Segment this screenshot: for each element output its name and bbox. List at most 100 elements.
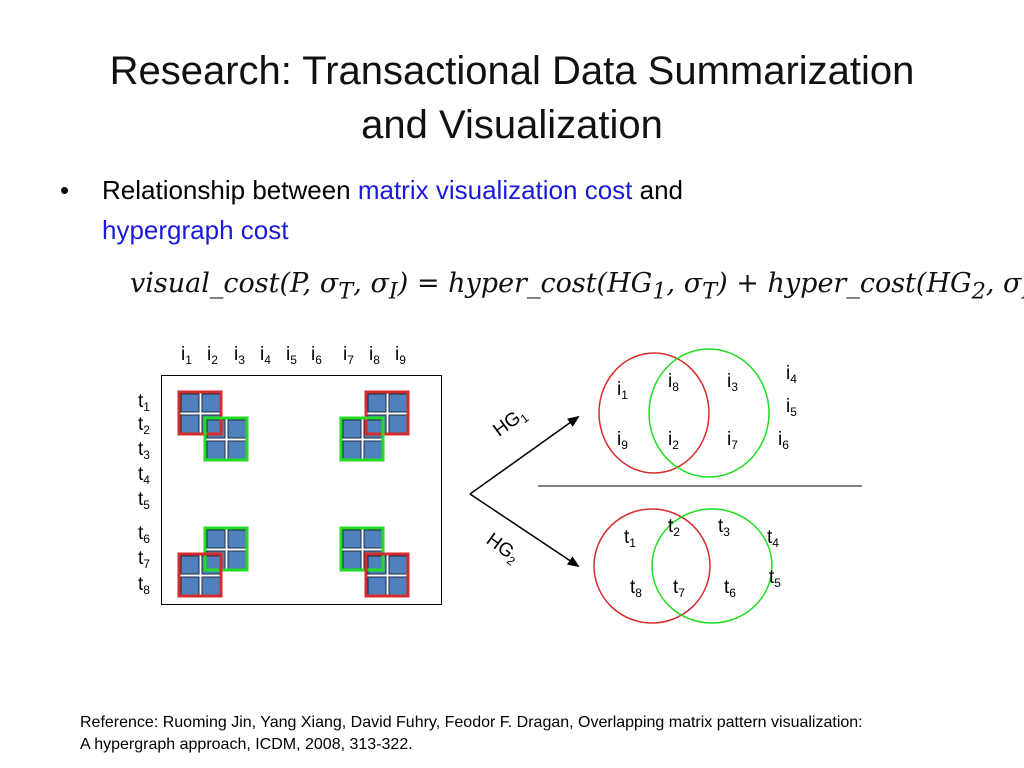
hg2-node: t7 xyxy=(673,577,685,601)
formula-lhs-close: ) xyxy=(397,268,409,299)
matrix-block-green xyxy=(203,526,249,572)
matrix-cell xyxy=(227,440,247,460)
matrix-col-label: i9 xyxy=(395,344,406,368)
matrix-cell xyxy=(180,393,200,413)
matrix-col-label: i4 xyxy=(260,344,271,368)
matrix-block-green xyxy=(203,416,249,462)
matrix-cell xyxy=(206,529,226,549)
matrix-block-red xyxy=(177,552,223,598)
matrix-cell xyxy=(201,576,221,596)
matrix-cell xyxy=(388,576,408,596)
matrix-row-label: t5 xyxy=(138,489,150,513)
matrix-cell xyxy=(342,440,362,460)
hg1-node: i5 xyxy=(786,396,797,420)
matrix-col-label: i5 xyxy=(286,344,297,368)
slide-title-line1: Research: Transactional Data Summarizati… xyxy=(109,49,915,93)
matrix-row-label: t6 xyxy=(138,523,150,547)
hg1-node: i1 xyxy=(617,379,628,403)
matrix-cell xyxy=(342,550,362,570)
matrix-cell xyxy=(363,529,383,549)
bullet-prefix: Relationship between xyxy=(102,175,358,205)
matrix-col-label: i6 xyxy=(311,344,322,368)
hg2-node: t2 xyxy=(668,516,680,540)
hg1-node: i8 xyxy=(668,371,679,395)
formula-rhs1-rest: , σ xyxy=(666,268,703,299)
matrix-row-label: t3 xyxy=(138,439,150,463)
matrix-cell xyxy=(367,393,387,413)
bullet-text: Relationship between matrix visualizatio… xyxy=(102,170,902,250)
matrix-cell xyxy=(227,529,247,549)
term-hypergraph-cost: hypergraph cost xyxy=(102,215,289,245)
formula-rhs1-sub2: T xyxy=(702,278,718,305)
matrix-cell xyxy=(388,555,408,575)
hg1-green-hyperedge xyxy=(648,348,770,478)
matrix-block-red xyxy=(364,552,410,598)
formula-lhs-sub1: T xyxy=(338,278,354,305)
slide-title-line2: and Visualization xyxy=(361,103,663,147)
cost-formula: visual_cost(P, σT, σI) = hyper_cost(HG1,… xyxy=(130,268,1024,304)
matrix-cell xyxy=(180,414,200,434)
matrix-cell xyxy=(227,419,247,439)
matrix-row-label: t2 xyxy=(138,414,150,438)
matrix-cell xyxy=(367,576,387,596)
hg1-red-hyperedge xyxy=(598,352,710,474)
arrow-hg1 xyxy=(469,415,580,495)
arrow-hg2 xyxy=(469,493,580,568)
hg1-node: i6 xyxy=(778,429,789,453)
matrix-row-label: t4 xyxy=(138,464,150,488)
matrix-cell xyxy=(227,550,247,570)
matrix-cell xyxy=(180,555,200,575)
matrix-cell xyxy=(342,529,362,549)
formula-rhs2: hyper_cost(HG xyxy=(767,268,972,299)
matrix-col-label: i2 xyxy=(207,344,218,368)
hg2-node: t4 xyxy=(767,527,779,551)
formula-lhs: visual_cost(P, σ xyxy=(130,268,339,299)
matrix-cell xyxy=(388,393,408,413)
matrix-col-label: i8 xyxy=(369,344,380,368)
matrix-row-label: t7 xyxy=(138,548,150,572)
matrix-block-green xyxy=(339,526,385,572)
matrix-cell xyxy=(388,414,408,434)
formula-rhs1-close: ) xyxy=(717,268,728,299)
matrix-outlines xyxy=(177,390,410,598)
matrix-cell xyxy=(201,393,221,413)
hg1-node: i7 xyxy=(727,429,738,453)
formula-equals: = xyxy=(416,268,440,299)
hg2-node: t5 xyxy=(769,567,781,591)
hg2-node: t6 xyxy=(724,577,736,601)
hg2-red-hyperedge xyxy=(593,508,711,624)
matrix-cell xyxy=(180,576,200,596)
matrix-col-label: i3 xyxy=(234,344,245,368)
formula-rhs1-sub: 1 xyxy=(652,278,667,305)
formula-lhs-sub2: I xyxy=(388,278,398,305)
formula-rhs1: hyper_cost(HG xyxy=(448,268,653,299)
hg1-node: i2 xyxy=(668,429,679,453)
matrix-cells xyxy=(180,393,408,596)
slide-title: Research: Transactional Data Summarizati… xyxy=(60,44,964,152)
formula-rhs2-sub: 2 xyxy=(971,278,986,305)
term-matrix-visualization-cost: matrix visualization cost xyxy=(357,175,633,205)
reference-line1: Reference: Ruoming Jin, Yang Xiang, Davi… xyxy=(80,714,863,731)
matrix-col-label: i7 xyxy=(343,344,354,368)
formula-rhs2-rest: , σ xyxy=(985,268,1022,299)
hg2-node: t8 xyxy=(630,577,642,601)
hg1-node: i4 xyxy=(786,363,797,387)
reference-note: Reference: Ruoming Jin, Yang Xiang, Davi… xyxy=(80,712,980,756)
matrix-block-green xyxy=(339,416,385,462)
formula-rhs2-sub2: I xyxy=(1022,278,1024,304)
hg1-node: i3 xyxy=(727,371,738,395)
matrix-cell xyxy=(342,419,362,439)
bullet-dot-icon: • xyxy=(60,175,70,205)
formula-plus: + xyxy=(736,268,759,299)
hg2-node: t1 xyxy=(624,527,636,551)
matrix-block-red xyxy=(177,390,223,436)
hg2-green-hyperedge xyxy=(651,508,773,624)
matrix-row-label: t1 xyxy=(138,391,150,415)
matrix-frame xyxy=(161,375,442,605)
hg1-node: i9 xyxy=(617,429,628,453)
matrix-row-label: t8 xyxy=(138,574,150,598)
matrix-block-red xyxy=(364,390,410,436)
matrix-cell xyxy=(206,440,226,460)
hg2-node: t3 xyxy=(718,516,730,540)
